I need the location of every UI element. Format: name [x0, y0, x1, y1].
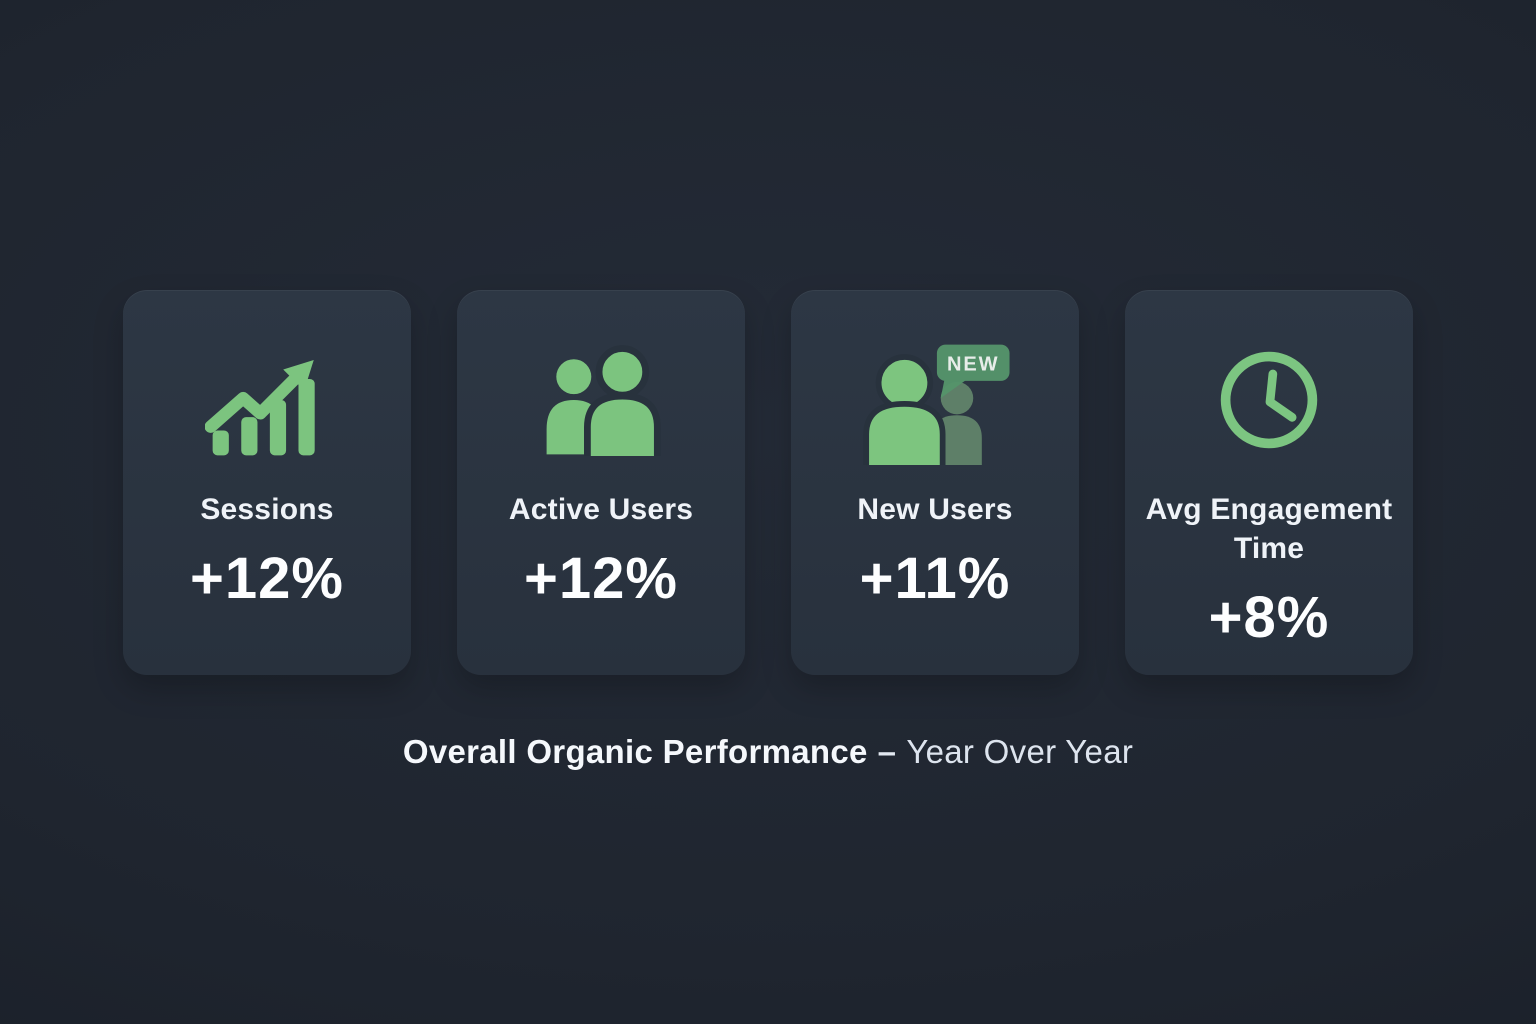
new-badge-label: NEW — [947, 353, 1000, 375]
metric-card-new-users: NEW New Users +11% — [791, 290, 1079, 675]
metric-label: Avg Engagement Time — [1145, 493, 1393, 565]
metric-value: +12% — [524, 546, 678, 611]
new-user-icon: NEW — [849, 336, 1021, 465]
active-users-icon — [533, 336, 669, 464]
caption-separator: – — [877, 733, 897, 770]
clock-icon — [1215, 336, 1323, 464]
metric-card-active-users: Active Users +12% — [457, 290, 745, 675]
caption-subtitle: Year Over Year — [906, 733, 1134, 770]
growth-chart-icon — [205, 336, 329, 464]
metric-value: +12% — [190, 546, 344, 611]
metric-label: New Users — [857, 493, 1013, 526]
caption-title: Overall Organic Performance — [402, 733, 868, 770]
metric-value: +11% — [859, 546, 1011, 611]
metric-label: Sessions — [200, 493, 334, 526]
kpi-cards-row: Sessions +12% Active Users +12% — [0, 290, 1536, 675]
metric-value: +8% — [1208, 585, 1330, 650]
metric-label: Active Users — [508, 493, 694, 526]
metric-card-sessions: Sessions +12% — [123, 290, 411, 675]
metric-card-avg-engagement-time: Avg Engagement Time +8% — [1125, 290, 1413, 675]
new-badge: NEW — [936, 344, 1010, 399]
caption: Overall Organic Performance – Year Over Ye… — [0, 733, 1536, 771]
